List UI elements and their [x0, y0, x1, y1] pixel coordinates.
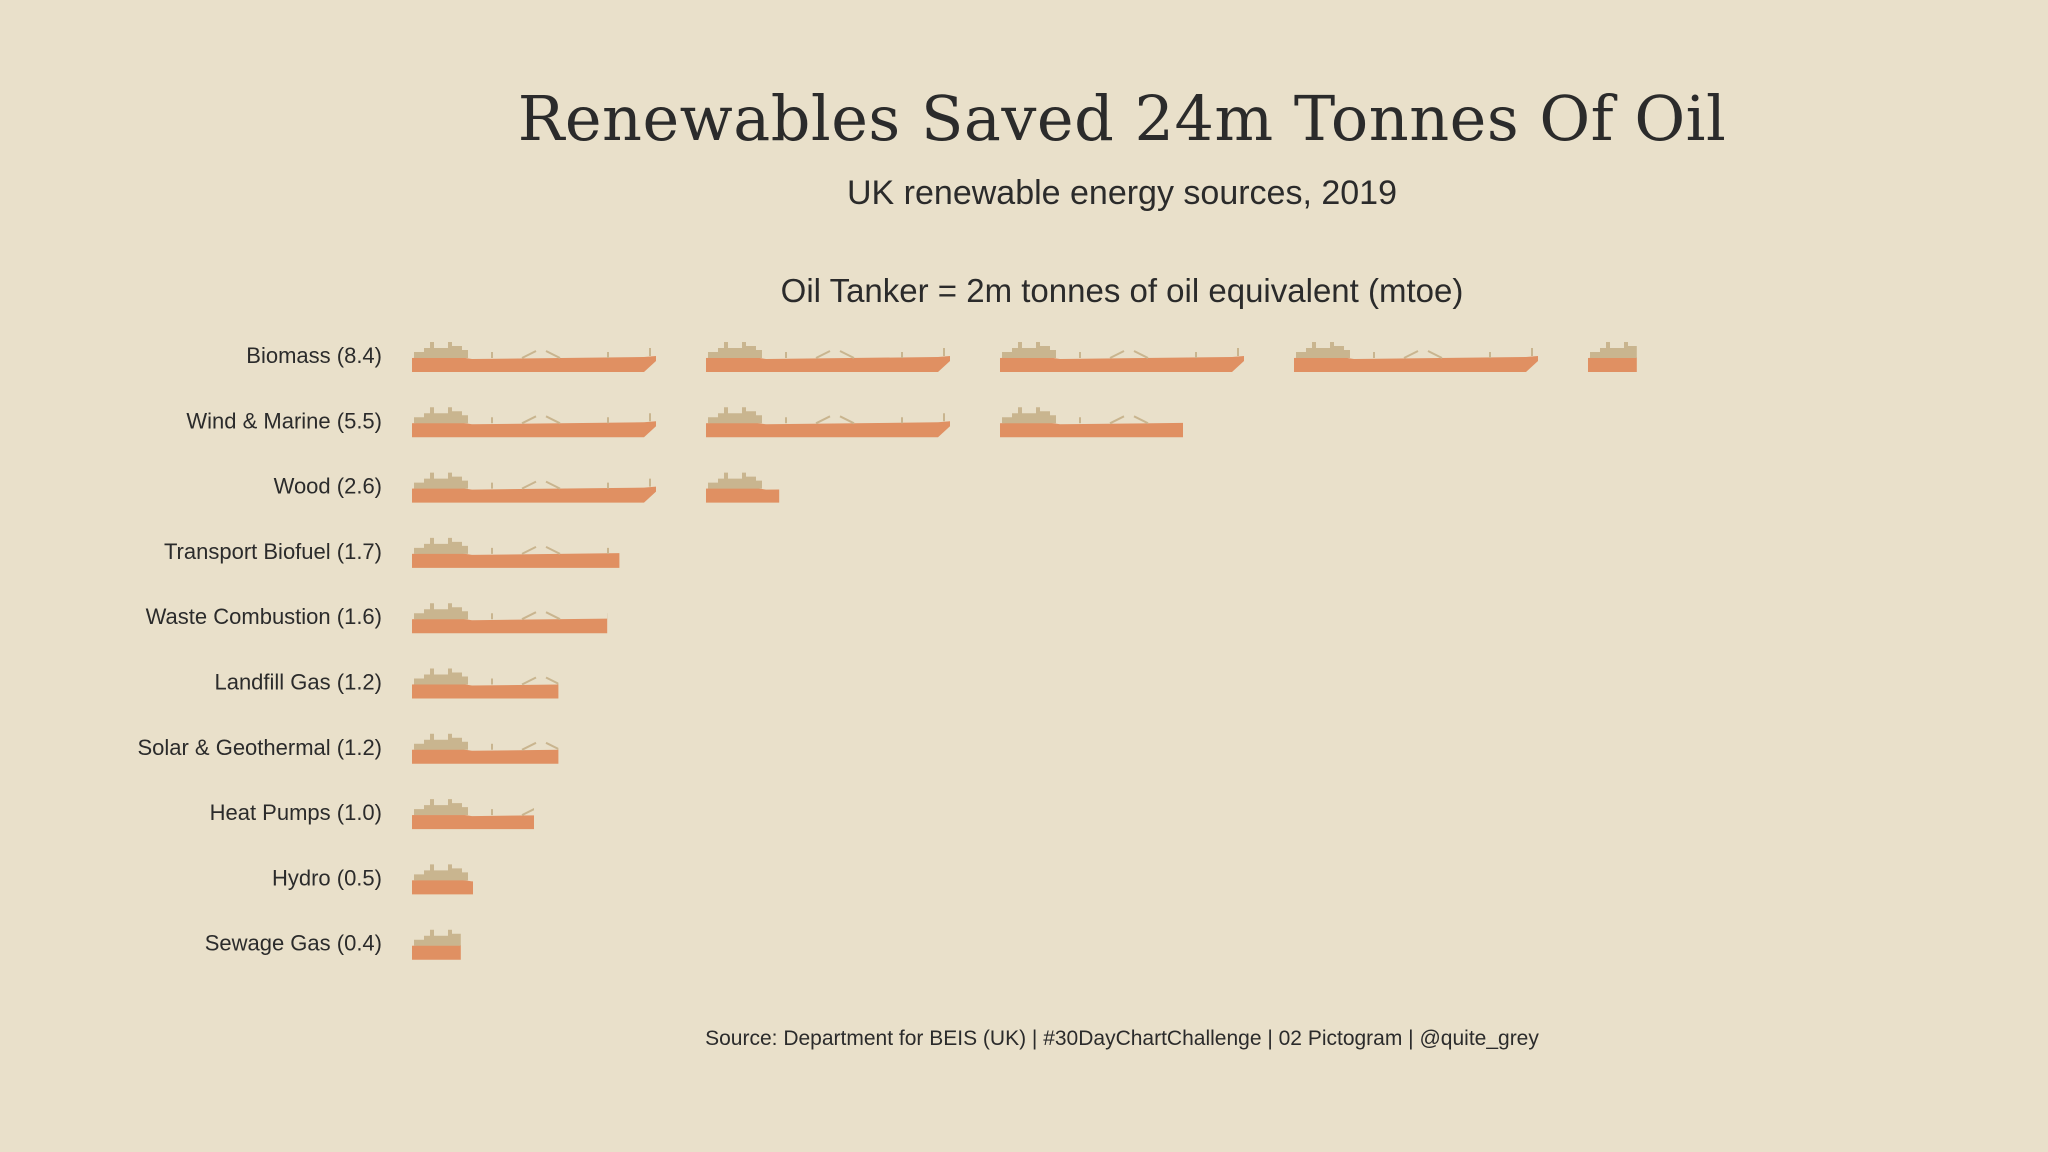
row-label: Sewage Gas (0.4)	[205, 931, 382, 956]
pictogram-row: Solar & Geothermal (1.2)	[137, 733, 559, 764]
oil-tanker-icon	[412, 603, 608, 634]
oil-tanker-icon	[412, 799, 534, 830]
oil-tanker-icon	[412, 472, 656, 503]
row-label: Waste Combustion (1.6)	[146, 604, 382, 629]
row-label: Hydro (0.5)	[272, 865, 382, 890]
row-label: Wood (2.6)	[274, 474, 382, 499]
oil-tanker-icon	[706, 472, 780, 503]
oil-tanker-icon	[1000, 342, 1244, 372]
oil-tanker-icon	[412, 407, 656, 438]
source-caption: Source: Department for BEIS (UK) | #30Da…	[705, 1027, 1539, 1050]
oil-tanker-icon	[412, 864, 473, 895]
pictogram-row: Sewage Gas (0.4)	[205, 929, 461, 960]
oil-tanker-icon	[706, 407, 950, 438]
pictogram-row: Transport Biofuel (1.7)	[164, 537, 620, 568]
pictogram-row: Landfill Gas (1.2)	[214, 668, 559, 699]
row-label: Biomass (8.4)	[246, 343, 382, 368]
row-label: Solar & Geothermal (1.2)	[137, 735, 382, 760]
pictogram-row: Biomass (8.4)	[246, 342, 1637, 372]
row-label: Heat Pumps (1.0)	[210, 800, 382, 825]
row-label: Transport Biofuel (1.7)	[164, 539, 382, 564]
pictogram-row: Wood (2.6)	[274, 472, 780, 503]
oil-tanker-icon	[1588, 342, 1637, 372]
chart-subtitle: UK renewable energy sources, 2019	[847, 174, 1397, 212]
row-label: Wind & Marine (5.5)	[186, 408, 382, 433]
pictogram-row: Waste Combustion (1.6)	[146, 603, 608, 634]
oil-tanker-icon	[412, 342, 656, 372]
oil-tanker-icon	[1000, 407, 1183, 438]
oil-tanker-icon	[1294, 342, 1538, 372]
row-label: Landfill Gas (1.2)	[214, 670, 382, 695]
pictogram-row: Wind & Marine (5.5)	[186, 407, 1183, 438]
pictogram-row: Hydro (0.5)	[272, 864, 473, 895]
icon-legend: Oil Tanker = 2m tonnes of oil equivalent…	[780, 272, 1464, 309]
oil-tanker-icon	[412, 537, 620, 568]
oil-tanker-icon	[412, 668, 559, 699]
oil-tanker-icon	[412, 733, 559, 764]
pictogram-row: Heat Pumps (1.0)	[210, 799, 534, 830]
oil-tanker-icon	[412, 929, 461, 960]
oil-tanker-icon	[706, 342, 950, 372]
chart-title: Renewables Saved 24m Tonnes Of Oil	[517, 82, 1727, 155]
